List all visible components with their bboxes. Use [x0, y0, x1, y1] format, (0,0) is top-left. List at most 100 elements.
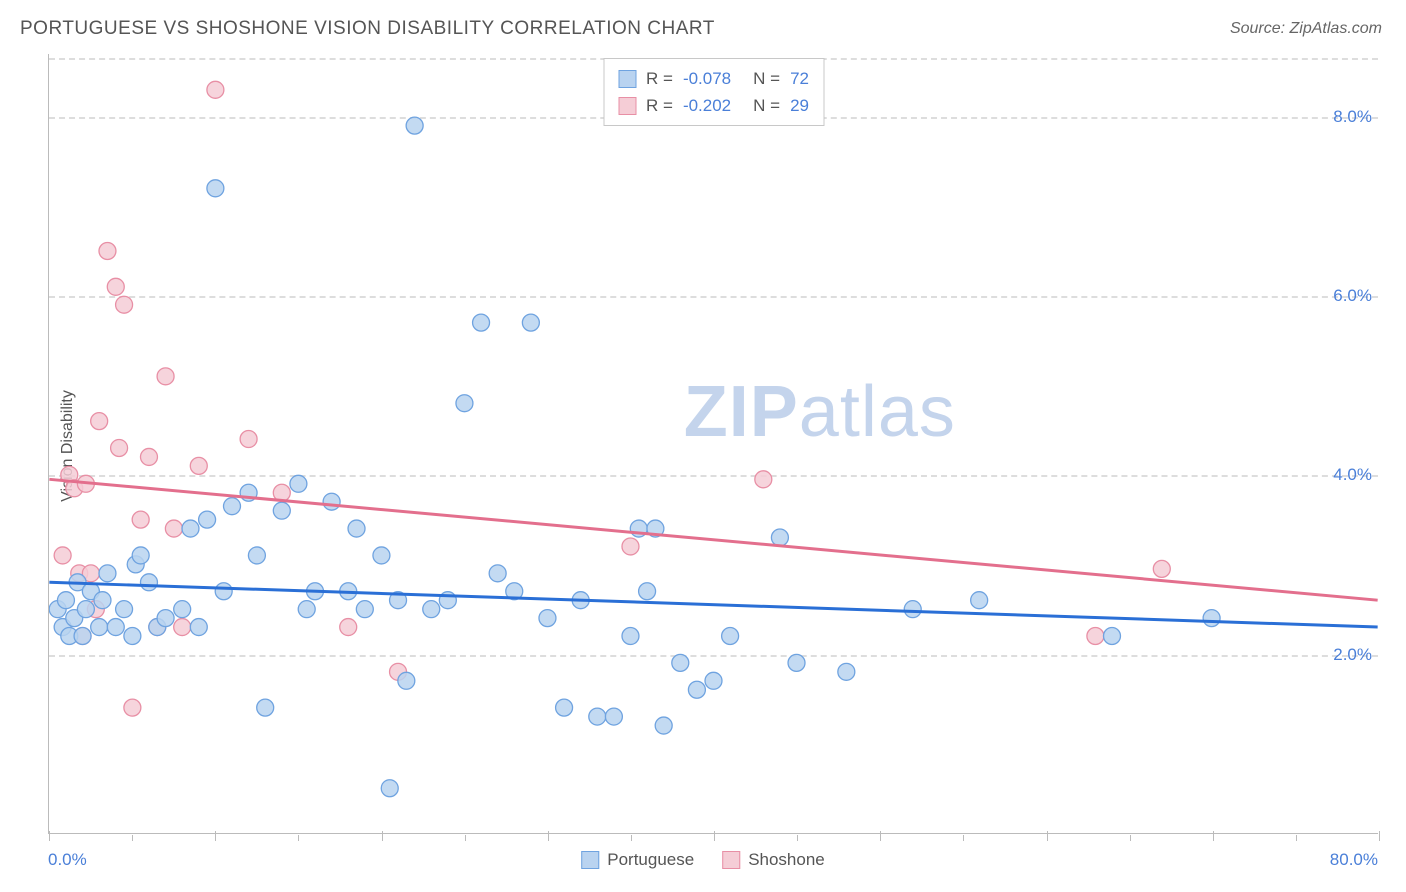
data-point	[215, 583, 232, 600]
data-point	[132, 511, 149, 528]
correlation-legend: R = -0.078 N = 72 R = -0.202 N = 29	[603, 58, 824, 126]
data-point	[522, 314, 539, 331]
data-point	[157, 610, 174, 627]
data-point	[248, 547, 265, 564]
data-point	[257, 699, 274, 716]
data-point	[174, 601, 191, 618]
chart-plot-area: ZIPatlas R = -0.078 N = 72 R = -0.202 N …	[48, 54, 1378, 834]
data-point	[132, 547, 149, 564]
data-point	[406, 117, 423, 134]
data-point	[722, 628, 739, 645]
data-point	[971, 592, 988, 609]
data-point	[273, 502, 290, 519]
r-value-shoshone: -0.202	[683, 92, 731, 119]
regression-line	[49, 479, 1377, 600]
r-value-portuguese: -0.078	[683, 65, 731, 92]
data-point	[99, 565, 116, 582]
legend-label-shoshone: Shoshone	[748, 850, 825, 870]
data-point	[423, 601, 440, 618]
data-point	[904, 601, 921, 618]
x-tick-minor	[631, 835, 632, 841]
legend-label-portuguese: Portuguese	[607, 850, 694, 870]
data-point	[74, 628, 91, 645]
chart-title: PORTUGUESE VS SHOSHONE VISION DISABILITY…	[20, 18, 715, 40]
x-tick-minor	[298, 835, 299, 841]
data-point	[1087, 628, 1104, 645]
data-point	[622, 538, 639, 555]
x-axis-min-label: 0.0%	[48, 850, 87, 870]
data-point	[381, 780, 398, 797]
legend-row-shoshone: R = -0.202 N = 29	[618, 92, 809, 119]
data-point	[190, 457, 207, 474]
data-point	[77, 601, 94, 618]
data-point	[165, 520, 182, 537]
swatch-portuguese-bottom	[581, 851, 599, 869]
n-value-shoshone: 29	[790, 92, 809, 119]
data-point	[54, 547, 71, 564]
data-point	[622, 628, 639, 645]
data-point	[489, 565, 506, 582]
data-point	[340, 619, 357, 636]
data-point	[398, 672, 415, 689]
data-point	[755, 471, 772, 488]
x-tick-major	[1379, 831, 1380, 841]
n-value-portuguese: 72	[790, 65, 809, 92]
data-point	[688, 681, 705, 698]
data-point	[456, 395, 473, 412]
data-point	[539, 610, 556, 627]
data-point	[373, 547, 390, 564]
data-point	[1103, 628, 1120, 645]
swatch-shoshone	[618, 97, 636, 115]
data-point	[91, 413, 108, 430]
x-tick-minor	[132, 835, 133, 841]
source-attribution: Source: ZipAtlas.com	[1230, 20, 1382, 38]
legend-item-shoshone: Shoshone	[722, 850, 825, 870]
data-point	[140, 574, 157, 591]
regression-line	[49, 582, 1377, 627]
data-point	[116, 296, 133, 313]
data-point	[655, 717, 672, 734]
data-point	[111, 439, 128, 456]
data-point	[298, 601, 315, 618]
data-point	[672, 654, 689, 671]
data-point	[290, 475, 307, 492]
data-point	[157, 368, 174, 385]
data-point	[57, 592, 74, 609]
data-point	[94, 592, 111, 609]
x-tick-minor	[1296, 835, 1297, 841]
data-point	[116, 601, 133, 618]
data-point	[140, 448, 157, 465]
x-tick-minor	[1130, 835, 1131, 841]
data-point	[199, 511, 216, 528]
data-point	[473, 314, 490, 331]
data-point	[771, 529, 788, 546]
data-point	[107, 619, 124, 636]
data-point	[190, 619, 207, 636]
data-point	[788, 654, 805, 671]
swatch-shoshone-bottom	[722, 851, 740, 869]
data-point	[556, 699, 573, 716]
data-point	[639, 583, 656, 600]
data-point	[99, 242, 116, 259]
data-point	[124, 628, 141, 645]
data-point	[605, 708, 622, 725]
data-point	[705, 672, 722, 689]
data-point	[107, 278, 124, 295]
x-tick-minor	[963, 835, 964, 841]
x-tick-minor	[465, 835, 466, 841]
plot-svg	[49, 54, 1378, 833]
data-point	[356, 601, 373, 618]
data-point	[207, 81, 224, 98]
data-point	[1203, 610, 1220, 627]
swatch-portuguese	[618, 70, 636, 88]
data-point	[589, 708, 606, 725]
x-axis-max-label: 80.0%	[1330, 850, 1378, 870]
data-point	[838, 663, 855, 680]
data-point	[224, 498, 241, 515]
series-legend: Portuguese Shoshone	[581, 850, 825, 870]
x-tick-minor	[797, 835, 798, 841]
data-point	[240, 431, 257, 448]
data-point	[348, 520, 365, 537]
data-point	[323, 493, 340, 510]
legend-item-portuguese: Portuguese	[581, 850, 694, 870]
